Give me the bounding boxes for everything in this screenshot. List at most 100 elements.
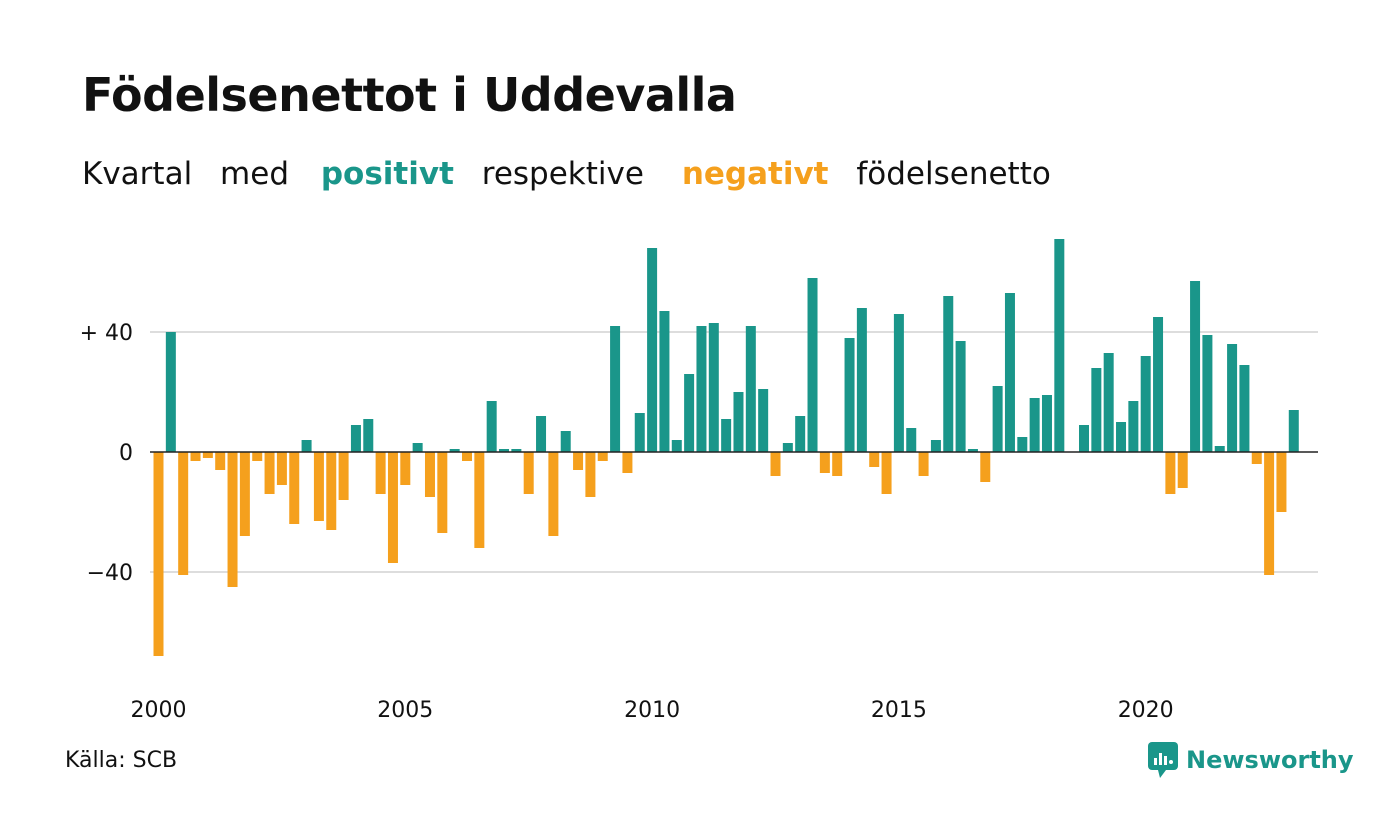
- bar-negative: [474, 452, 485, 548]
- bar-positive: [301, 440, 312, 452]
- bar-positive: [782, 443, 793, 452]
- bar-positive: [1227, 344, 1238, 452]
- bar-negative: [1264, 452, 1275, 575]
- bar-positive: [1288, 410, 1299, 452]
- bar-positive: [449, 449, 460, 452]
- bar-negative: [276, 452, 287, 485]
- subtitle-word-respektive: respektive: [481, 156, 644, 192]
- y-tick-label: 0: [119, 441, 133, 466]
- bar-negative: [770, 452, 781, 476]
- bar-positive: [634, 413, 645, 452]
- bar-negative: [585, 452, 596, 497]
- bar-positive: [1029, 398, 1040, 452]
- bar-negative: [523, 452, 534, 494]
- bar-negative: [153, 452, 164, 656]
- bar-positive: [758, 389, 769, 452]
- bar-positive: [165, 332, 176, 452]
- bar-negative: [548, 452, 559, 536]
- bar-positive: [696, 326, 707, 452]
- bar-positive: [610, 326, 621, 452]
- bar-positive: [1190, 281, 1201, 452]
- bar-positive: [1017, 437, 1028, 452]
- bar-positive: [659, 311, 670, 452]
- bar-positive: [1079, 425, 1089, 452]
- chart-title: Födelsenettot i Uddevalla: [82, 68, 737, 122]
- bar-positive: [955, 341, 966, 452]
- bar-positive: [1239, 365, 1250, 452]
- bar-positive: [844, 338, 855, 452]
- bar-negative: [819, 452, 830, 473]
- bar-positive: [733, 392, 744, 452]
- bar-positive: [708, 323, 719, 452]
- bar-positive: [856, 308, 867, 452]
- bar-positive: [1103, 353, 1114, 452]
- source-note: Källa: SCB: [65, 748, 178, 773]
- bar-negative: [1177, 452, 1188, 488]
- bar-negative: [178, 452, 189, 575]
- bar-positive: [560, 431, 571, 452]
- chart-subtitle: Kvartal med positivt respektive negativt…: [82, 156, 1069, 192]
- bar-positive: [499, 449, 510, 452]
- bar-negative: [227, 452, 238, 587]
- bar-negative: [462, 452, 472, 461]
- bar-positive: [1091, 368, 1102, 452]
- x-tick-label: 2010: [624, 698, 680, 723]
- bar-negative: [597, 452, 608, 461]
- bar-positive: [943, 296, 954, 452]
- newsworthy-logo-icon: [1148, 742, 1178, 778]
- bar-negative: [980, 452, 991, 482]
- bar-negative: [832, 452, 843, 476]
- bar-positive: [906, 428, 917, 452]
- bar-positive: [647, 248, 658, 452]
- bar-negative: [264, 452, 275, 494]
- bar-positive: [684, 374, 695, 452]
- bar-positive: [1214, 446, 1225, 452]
- x-tick-label: 2000: [131, 698, 187, 723]
- bar-negative: [313, 452, 324, 521]
- bar-positive: [536, 416, 547, 452]
- bar-positive: [967, 449, 978, 452]
- y-tick-label: + 40: [80, 321, 133, 346]
- bar-positive: [486, 401, 497, 452]
- bar-positive: [350, 425, 361, 452]
- bar-negative: [424, 452, 435, 497]
- bar-positive: [1140, 356, 1151, 452]
- subtitle-word-med: med: [220, 156, 289, 192]
- bar-positive: [511, 449, 522, 452]
- bar-negative: [573, 452, 584, 470]
- bar-negative: [375, 452, 386, 494]
- y-tick-label: −40: [87, 561, 133, 586]
- bar-negative: [869, 452, 880, 467]
- bar-negative: [326, 452, 337, 530]
- bar-positive: [412, 443, 423, 452]
- bar-negative: [289, 452, 300, 524]
- bar-positive: [671, 440, 682, 452]
- bar-positive: [930, 440, 941, 452]
- bar-negative: [622, 452, 633, 473]
- brand-name: Newsworthy: [1186, 746, 1354, 774]
- bar-negative: [215, 452, 226, 470]
- x-tick-label: 2005: [377, 698, 433, 723]
- bar-positive: [1116, 422, 1127, 452]
- bar-positive: [807, 278, 818, 452]
- bar-negative: [400, 452, 411, 485]
- bar-negative: [1276, 452, 1287, 512]
- bar-positive: [795, 416, 806, 452]
- bar-positive: [1054, 239, 1065, 452]
- brand-logo: Newsworthy: [1148, 742, 1354, 778]
- bar-positive: [363, 419, 374, 452]
- subtitle-negative-label: negativt: [681, 156, 829, 192]
- bar-positive: [745, 326, 756, 452]
- bar-positive: [1153, 317, 1164, 452]
- bar-negative: [437, 452, 448, 533]
- bar-positive: [721, 419, 732, 452]
- x-tick-label: 2015: [871, 698, 927, 723]
- bar-negative: [252, 452, 263, 461]
- bar-positive: [893, 314, 904, 452]
- subtitle-word-fodelsenetto: födelsenetto: [856, 156, 1051, 192]
- bar-negative: [881, 452, 892, 494]
- bar-negative: [338, 452, 349, 500]
- bar-negative: [918, 452, 929, 476]
- bar-negative: [190, 452, 201, 461]
